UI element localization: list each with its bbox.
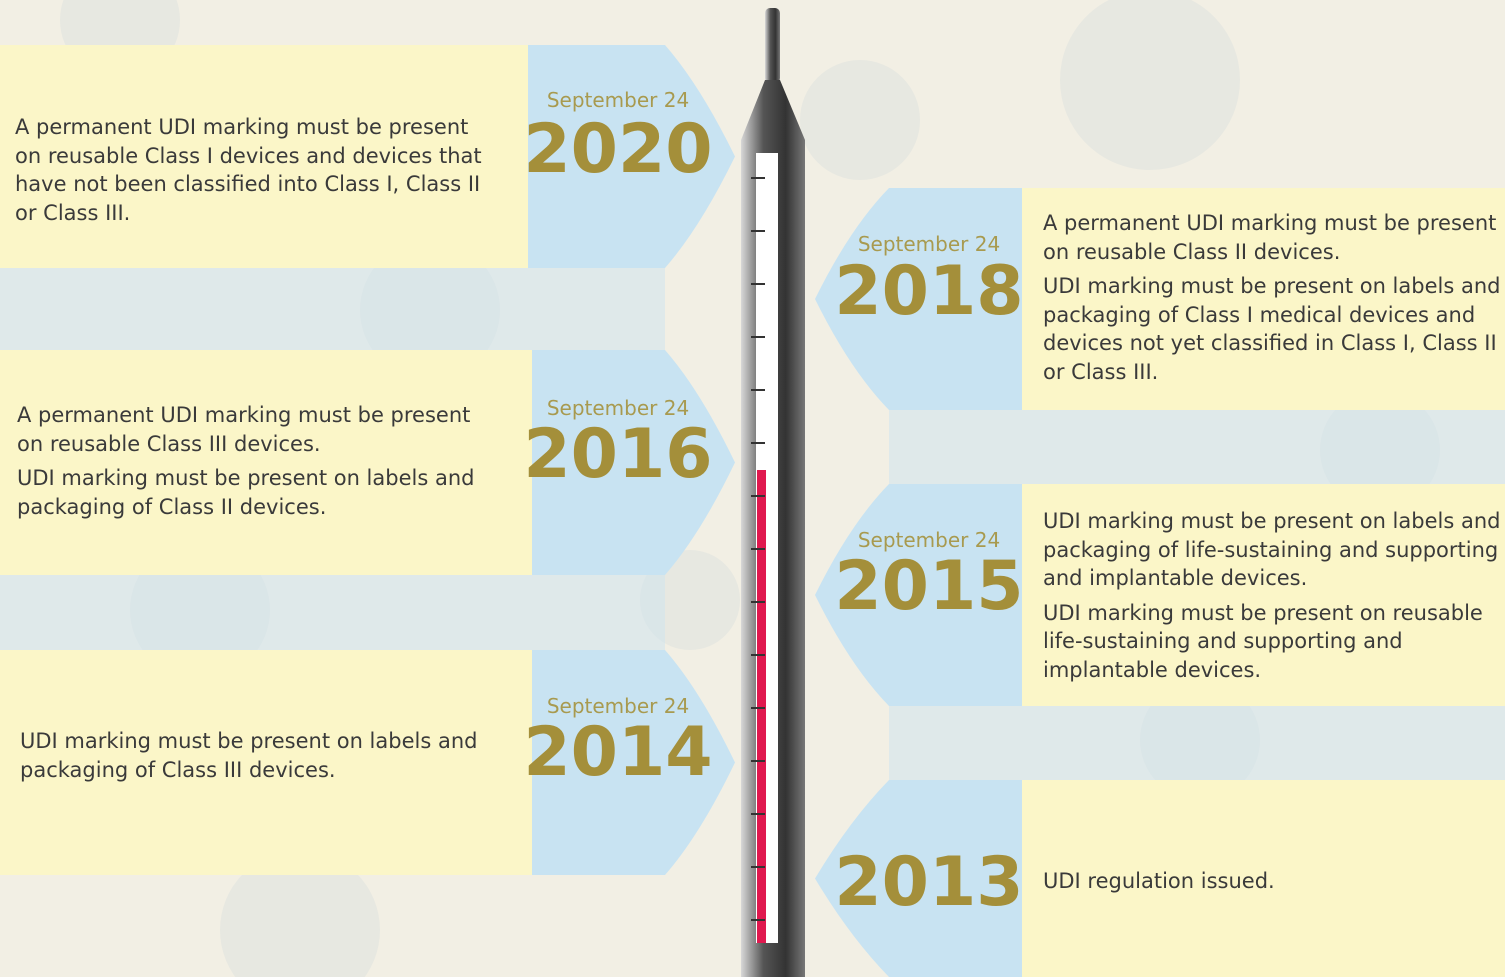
paragraph: A permanent UDI marking must be present … bbox=[15, 115, 482, 225]
year-arrow bbox=[532, 650, 735, 875]
paragraph: UDI marking must be present on labels an… bbox=[17, 466, 475, 519]
year-arrow bbox=[532, 350, 735, 575]
year: 2018 bbox=[834, 252, 1024, 331]
year: 2013 bbox=[834, 843, 1024, 922]
date: September 24 bbox=[857, 528, 1001, 552]
date: September 24 bbox=[546, 694, 690, 718]
description: A permanent UDI marking must be present … bbox=[17, 401, 492, 527]
text-panel bbox=[1022, 484, 1505, 706]
description: UDI marking must be present on labels an… bbox=[1043, 507, 1503, 690]
year: 2015 bbox=[834, 547, 1024, 626]
year: 2020 bbox=[523, 110, 713, 189]
date: September 24 bbox=[546, 396, 690, 420]
description: A permanent UDI marking must be present … bbox=[15, 113, 490, 233]
paragraph: A permanent UDI marking must be present … bbox=[1043, 211, 1497, 264]
paragraph: A permanent UDI marking must be present … bbox=[17, 403, 471, 456]
year: 2016 bbox=[523, 415, 713, 494]
year-arrow bbox=[815, 780, 1022, 977]
paragraph: UDI marking must be present on labels an… bbox=[1043, 509, 1501, 590]
paragraph: UDI regulation issued. bbox=[1043, 869, 1275, 893]
panels bbox=[0, 45, 1505, 977]
text-panel bbox=[0, 45, 528, 268]
paragraph: UDI marking must be present on labels an… bbox=[1043, 274, 1501, 384]
text-panel bbox=[0, 650, 532, 875]
description: UDI marking must be present on labels an… bbox=[20, 727, 495, 790]
year-arrow bbox=[815, 484, 1022, 706]
text-panel bbox=[1022, 188, 1505, 410]
date: September 24 bbox=[857, 232, 1001, 256]
text-panel bbox=[1022, 780, 1505, 977]
year: 2014 bbox=[523, 713, 713, 792]
paragraph: UDI marking must be present on labels an… bbox=[20, 729, 478, 782]
thermometer bbox=[741, 8, 805, 977]
paragraph: UDI marking must be present on reusable … bbox=[1043, 600, 1483, 682]
description: UDI regulation issued. bbox=[1043, 867, 1503, 902]
description: A permanent UDI marking must be present … bbox=[1043, 209, 1503, 392]
year-arrow bbox=[815, 188, 1022, 410]
text-panel bbox=[0, 350, 532, 575]
stripes bbox=[0, 268, 1505, 780]
year-arrow bbox=[528, 45, 735, 268]
date: September 24 bbox=[546, 88, 690, 112]
